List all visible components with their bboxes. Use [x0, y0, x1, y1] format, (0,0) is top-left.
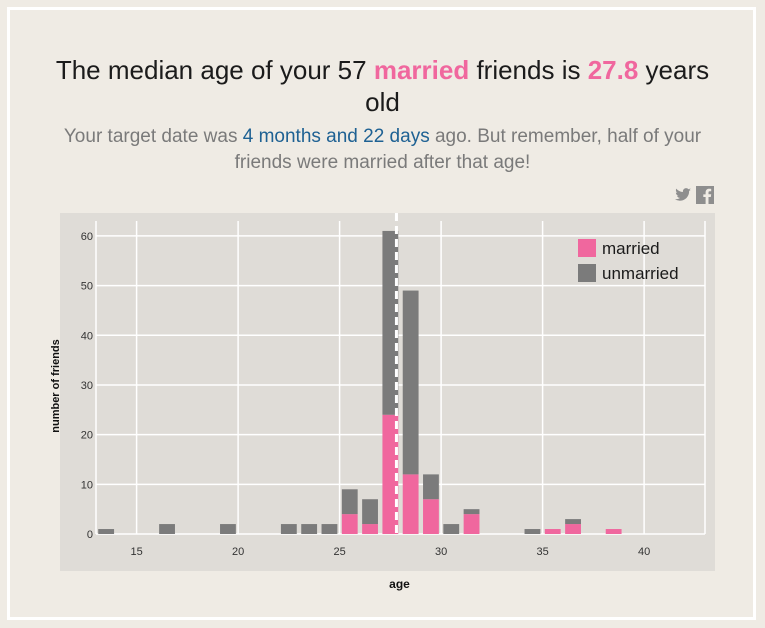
bar-married-age-36 [565, 524, 581, 534]
facebook-icon[interactable] [696, 186, 714, 204]
y-tick-label: 50 [81, 281, 93, 293]
gridlines [95, 221, 706, 535]
bar-married-age-25 [341, 514, 358, 534]
legend-label-married: married [602, 239, 660, 258]
bar-married-age-28 [402, 474, 419, 534]
headline-suffix: years old [365, 55, 710, 117]
headline: The median age of your 57 married friend… [40, 54, 725, 118]
x-axis-label: age [389, 577, 410, 591]
x-tick-labels: 15 20 25 30 35 40 [130, 546, 650, 558]
y-tick-label: 20 [81, 430, 93, 442]
bar-unmarried-age-30 [443, 524, 460, 534]
y-tick-label: 30 [81, 380, 93, 392]
x-tick-label: 15 [130, 546, 142, 558]
bar-unmarried-age-22 [280, 524, 297, 534]
y-tick-label: 60 [81, 231, 93, 243]
y-tick-labels: 0 10 20 30 40 50 60 [81, 231, 93, 541]
bar-unmarried-age-28 [402, 290, 419, 475]
bar-married-age-38 [605, 529, 622, 534]
subline-date: 4 months and 22 days [242, 126, 430, 147]
share-buttons [674, 186, 714, 204]
bar-unmarried-age-13 [98, 529, 115, 534]
y-axis-label: number of friends [50, 339, 62, 433]
y-tick-label: 0 [87, 529, 93, 541]
bars [98, 230, 622, 534]
bar-married-age-27 [382, 414, 399, 534]
x-tick-label: 25 [333, 546, 345, 558]
y-tick-label: 10 [81, 479, 93, 491]
headline-middle: friends is [469, 55, 588, 85]
bar-unmarried-age-34 [524, 529, 541, 534]
x-tick-label: 40 [638, 546, 650, 558]
bar-unmarried-age-25 [341, 489, 358, 515]
bar-unmarried-age-23 [301, 524, 318, 534]
y-tick-label: 40 [81, 330, 93, 342]
outer-frame [7, 7, 756, 620]
bar-unmarried-age-16 [159, 524, 175, 534]
x-tick-label: 30 [435, 546, 447, 558]
bar-unmarried-age-24 [321, 524, 338, 534]
x-tick-label: 35 [536, 546, 548, 558]
headline-prefix: The median age of your 57 [55, 55, 374, 85]
headline-married-word: married [373, 55, 470, 85]
bar-unmarried-age-36 [565, 519, 581, 525]
bar-unmarried-age-27 [382, 230, 399, 415]
subline-prefix: Your target date was [63, 126, 243, 147]
bar-unmarried-age-31 [463, 509, 480, 515]
legend-swatch-married [578, 239, 596, 257]
bar-married-age-31 [463, 514, 480, 534]
legend: married unmarried [578, 239, 679, 283]
legend-label-unmarried: unmarried [602, 264, 679, 283]
bar-married-age-29 [423, 499, 439, 534]
bar-married-age-26 [362, 524, 378, 534]
subline-suffix: ago. But remember, half of your friends … [234, 126, 702, 173]
bar-unmarried-age-26 [362, 499, 378, 525]
headline-median-value: 27.8 [587, 55, 639, 85]
subline: Your target date was 4 months and 22 day… [60, 124, 705, 176]
bar-married-age-35 [544, 529, 561, 534]
x-tick-label: 20 [232, 546, 244, 558]
legend-swatch-unmarried [578, 264, 596, 282]
bar-unmarried-age-19 [220, 524, 236, 534]
twitter-icon[interactable] [674, 186, 692, 204]
bar-unmarried-age-29 [423, 474, 439, 500]
